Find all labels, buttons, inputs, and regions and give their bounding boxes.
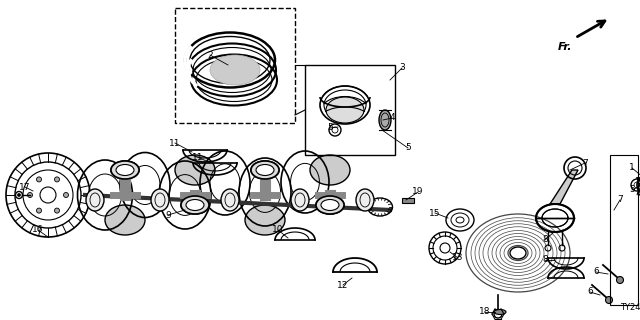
Bar — [305, 65, 395, 155]
Ellipse shape — [186, 199, 204, 211]
Ellipse shape — [494, 309, 506, 315]
Ellipse shape — [116, 164, 134, 175]
Text: 16: 16 — [32, 226, 44, 235]
Text: 5: 5 — [629, 186, 635, 195]
Text: 13: 13 — [452, 253, 464, 262]
Ellipse shape — [316, 196, 344, 214]
Text: 5: 5 — [327, 124, 333, 132]
Ellipse shape — [63, 193, 68, 197]
Text: 6: 6 — [593, 268, 599, 276]
Text: 9: 9 — [165, 211, 171, 220]
Text: 7: 7 — [617, 196, 623, 204]
Ellipse shape — [54, 208, 60, 213]
Ellipse shape — [105, 205, 145, 235]
Bar — [610, 155, 638, 305]
Text: 6: 6 — [587, 287, 593, 297]
Text: 3: 3 — [399, 63, 405, 73]
Ellipse shape — [17, 194, 20, 196]
Ellipse shape — [310, 155, 350, 185]
Ellipse shape — [379, 110, 391, 130]
Text: 11: 11 — [192, 153, 204, 162]
Ellipse shape — [28, 193, 33, 197]
Ellipse shape — [321, 199, 339, 211]
Text: 12: 12 — [337, 281, 349, 290]
Text: 10: 10 — [272, 226, 284, 235]
Ellipse shape — [151, 189, 169, 211]
Ellipse shape — [111, 161, 139, 179]
Ellipse shape — [256, 164, 274, 175]
Ellipse shape — [356, 189, 374, 211]
Text: 4: 4 — [389, 114, 395, 123]
Text: 8: 8 — [542, 236, 548, 244]
Text: 7: 7 — [582, 158, 588, 167]
Ellipse shape — [86, 189, 104, 211]
Text: Fr.: Fr. — [557, 42, 572, 52]
Ellipse shape — [616, 276, 623, 284]
Ellipse shape — [54, 177, 60, 182]
Ellipse shape — [210, 55, 260, 85]
Text: 19: 19 — [412, 188, 424, 196]
Ellipse shape — [326, 97, 364, 123]
Ellipse shape — [605, 297, 612, 303]
Text: 8: 8 — [542, 255, 548, 265]
Ellipse shape — [221, 189, 239, 211]
Text: 15: 15 — [429, 209, 441, 218]
Text: 18: 18 — [479, 308, 491, 316]
Text: 17: 17 — [19, 182, 31, 191]
Polygon shape — [550, 170, 578, 204]
Text: 11: 11 — [169, 139, 180, 148]
Text: 5: 5 — [405, 143, 411, 153]
Text: 2: 2 — [207, 51, 213, 60]
Ellipse shape — [175, 155, 215, 185]
Text: TY24E1600: TY24E1600 — [620, 303, 640, 312]
Ellipse shape — [181, 196, 209, 214]
Ellipse shape — [291, 189, 309, 211]
Ellipse shape — [36, 208, 42, 213]
Bar — [175, 8, 295, 123]
Text: 1: 1 — [629, 164, 635, 172]
Ellipse shape — [245, 205, 285, 235]
Ellipse shape — [36, 177, 42, 182]
Ellipse shape — [251, 161, 279, 179]
Bar — [402, 198, 414, 203]
